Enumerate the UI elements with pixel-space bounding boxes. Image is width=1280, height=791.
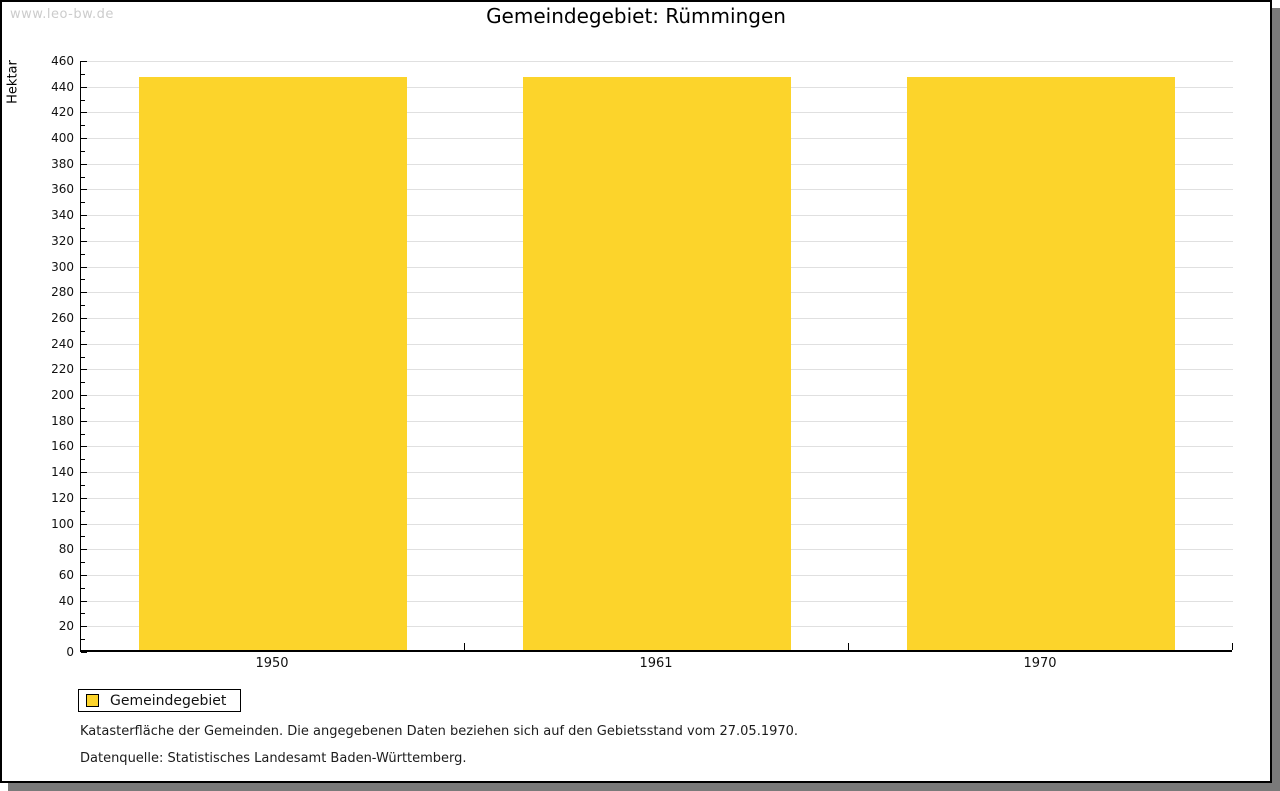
y-major-tick-420: [81, 112, 87, 113]
y-minor-tick-330: [81, 228, 85, 229]
y-tick-label-0: 0: [66, 645, 74, 659]
y-major-tick-140: [81, 472, 87, 473]
y-major-tick-400: [81, 138, 87, 139]
y-tick-label-120: 120: [51, 491, 74, 505]
bar-1950: [139, 77, 407, 650]
x-tick-label-1970: 1970: [1023, 656, 1057, 671]
y-tick-label-440: 440: [51, 80, 74, 94]
y-tick-label-20: 20: [58, 619, 74, 633]
y-major-tick-20: [81, 626, 87, 627]
y-tick-label-400: 400: [51, 131, 74, 145]
y-minor-tick-230: [81, 357, 85, 358]
y-minor-tick-210: [81, 382, 85, 383]
y-major-tick-360: [81, 189, 87, 190]
y-major-tick-460: [81, 61, 87, 62]
y-major-tick-180: [81, 421, 87, 422]
y-tick-label-420: 420: [51, 105, 74, 119]
x-axis-tick-labels: 1950 1961 1970: [80, 656, 1232, 674]
y-major-tick-440: [81, 87, 87, 88]
y-major-tick-40: [81, 601, 87, 602]
y-major-tick-300: [81, 267, 87, 268]
y-minor-tick-130: [81, 485, 85, 486]
y-minor-tick-390: [81, 151, 85, 152]
y-major-tick-160: [81, 446, 87, 447]
x-tick-label-1950: 1950: [255, 656, 289, 671]
bar-1970: [907, 77, 1175, 650]
x-boundary-tick-3: [1232, 643, 1233, 650]
y-major-tick-60: [81, 575, 87, 576]
y-minor-tick-250: [81, 331, 85, 332]
y-tick-label-300: 300: [51, 260, 74, 274]
window-shadow-right: [1272, 8, 1280, 791]
y-major-tick-380: [81, 164, 87, 165]
y-tick-label-100: 100: [51, 517, 74, 531]
y-tick-label-320: 320: [51, 234, 74, 248]
y-tick-label-40: 40: [58, 594, 74, 608]
y-minor-tick-370: [81, 177, 85, 178]
bar-1961: [523, 77, 791, 650]
y-tick-label-220: 220: [51, 362, 74, 376]
y-tick-label-260: 260: [51, 311, 74, 325]
y-major-tick-320: [81, 241, 87, 242]
legend: Gemeindegebiet: [78, 689, 242, 712]
y-major-tick-280: [81, 292, 87, 293]
y-minor-tick-50: [81, 588, 85, 589]
legend-label: Gemeindegebiet: [110, 692, 227, 709]
y-minor-tick-190: [81, 408, 85, 409]
y-minor-tick-170: [81, 434, 85, 435]
chart-title: Gemeindegebiet: Rümmingen: [486, 4, 786, 28]
x-boundary-tick-2: [848, 643, 849, 650]
y-minor-tick-310: [81, 254, 85, 255]
plot-area: [80, 61, 1233, 653]
y-minor-tick-270: [81, 305, 85, 306]
y-major-tick-100: [81, 524, 87, 525]
y-minor-tick-30: [81, 613, 85, 614]
y-major-tick-260: [81, 318, 87, 319]
window-shadow-bottom: [8, 783, 1280, 791]
y-tick-label-160: 160: [51, 439, 74, 453]
y-minor-tick-290: [81, 279, 85, 280]
y-minor-tick-90: [81, 536, 85, 537]
y-major-tick-200: [81, 395, 87, 396]
y-major-tick-240: [81, 344, 87, 345]
y-tick-label-60: 60: [58, 568, 74, 582]
y-tick-label-460: 460: [51, 54, 74, 68]
y-minor-tick-110: [81, 511, 85, 512]
footnote-source-note: Katasterfläche der Gemeinden. Die angege…: [80, 724, 799, 739]
x-tick-label-1961: 1961: [639, 656, 673, 671]
y-minor-tick-350: [81, 202, 85, 203]
y-minor-tick-430: [81, 100, 85, 101]
y-tick-label-80: 80: [58, 542, 74, 556]
legend-swatch-gemeindegebiet: [86, 694, 99, 707]
y-tick-label-180: 180: [51, 414, 74, 428]
gridline-460: [81, 61, 1233, 62]
y-tick-label-360: 360: [51, 182, 74, 196]
y-major-tick-80: [81, 549, 87, 550]
y-minor-tick-70: [81, 562, 85, 563]
y-major-tick-340: [81, 215, 87, 216]
y-tick-label-340: 340: [51, 208, 74, 222]
footnote-data-source: Datenquelle: Statistisches Landesamt Bad…: [80, 751, 467, 766]
x-boundary-tick-1: [464, 643, 465, 650]
watermark: www.leo-bw.de: [10, 7, 114, 22]
y-minor-tick-150: [81, 459, 85, 460]
y-major-tick-120: [81, 498, 87, 499]
y-minor-tick-450: [81, 74, 85, 75]
y-tick-label-280: 280: [51, 285, 74, 299]
y-tick-label-240: 240: [51, 337, 74, 351]
y-major-tick-220: [81, 369, 87, 370]
y-tick-label-380: 380: [51, 157, 74, 171]
y-axis-tick-labels: 0 20 40 60 80 100 120 140 160 180 200 220 240 260 280 3…: [2, 54, 74, 659]
y-minor-tick-410: [81, 125, 85, 126]
y-minor-tick-10: [81, 639, 85, 640]
y-tick-label-200: 200: [51, 388, 74, 402]
y-tick-label-140: 140: [51, 465, 74, 479]
y-major-tick-0: [81, 652, 87, 653]
